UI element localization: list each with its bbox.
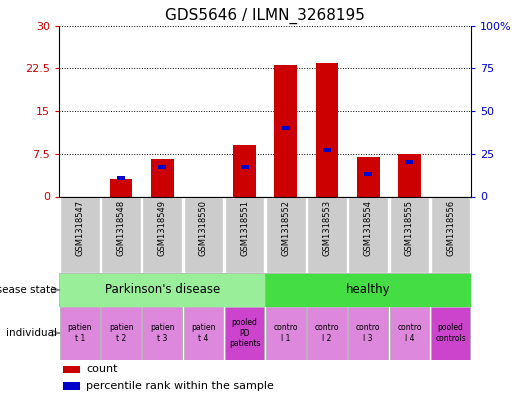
Bar: [158, 165, 166, 169]
Bar: [101, 307, 141, 360]
Bar: [431, 196, 470, 273]
Text: GSM1318554: GSM1318554: [364, 200, 373, 256]
Bar: [225, 196, 264, 273]
Text: patien
t 4: patien t 4: [191, 323, 216, 343]
Bar: [307, 196, 347, 273]
Bar: [59, 273, 265, 307]
Bar: [307, 307, 347, 360]
Bar: [60, 307, 99, 360]
Text: percentile rank within the sample: percentile rank within the sample: [86, 381, 274, 391]
Text: healthy: healthy: [346, 283, 390, 296]
Bar: [63, 382, 80, 390]
Bar: [405, 160, 414, 164]
Text: pooled
PD
patients: pooled PD patients: [229, 318, 261, 348]
Text: patien
t 3: patien t 3: [150, 323, 175, 343]
Bar: [316, 62, 338, 196]
Bar: [184, 307, 223, 360]
Bar: [110, 179, 132, 196]
Text: GSM1318553: GSM1318553: [322, 200, 332, 257]
Bar: [282, 126, 290, 130]
Text: GSM1318547: GSM1318547: [75, 200, 84, 257]
Text: GSM1318556: GSM1318556: [446, 200, 455, 257]
Text: individual: individual: [6, 328, 57, 338]
Text: contro
l 4: contro l 4: [397, 323, 422, 343]
Text: GSM1318550: GSM1318550: [199, 200, 208, 256]
Bar: [63, 365, 80, 373]
Text: contro
l 2: contro l 2: [315, 323, 339, 343]
Text: Parkinson's disease: Parkinson's disease: [105, 283, 220, 296]
Bar: [390, 307, 429, 360]
Bar: [398, 154, 421, 196]
Text: disease state: disease state: [0, 285, 57, 295]
Bar: [390, 196, 429, 273]
Text: count: count: [86, 364, 117, 374]
Bar: [143, 307, 182, 360]
Text: patien
t 1: patien t 1: [67, 323, 92, 343]
Bar: [323, 148, 331, 152]
Text: GSM1318551: GSM1318551: [240, 200, 249, 256]
Title: GDS5646 / ILMN_3268195: GDS5646 / ILMN_3268195: [165, 8, 365, 24]
Bar: [60, 196, 99, 273]
Bar: [266, 196, 305, 273]
Bar: [151, 160, 174, 196]
Bar: [184, 196, 223, 273]
Text: contro
l 1: contro l 1: [273, 323, 298, 343]
Bar: [364, 172, 372, 176]
Text: GSM1318555: GSM1318555: [405, 200, 414, 256]
Text: pooled
controls: pooled controls: [435, 323, 466, 343]
Bar: [101, 196, 141, 273]
Bar: [233, 145, 256, 196]
Bar: [117, 176, 125, 180]
Text: GSM1318552: GSM1318552: [281, 200, 290, 256]
Bar: [266, 307, 305, 360]
Bar: [265, 273, 471, 307]
Bar: [431, 307, 470, 360]
Text: contro
l 3: contro l 3: [356, 323, 381, 343]
Bar: [349, 196, 388, 273]
Bar: [241, 165, 249, 169]
Text: patien
t 2: patien t 2: [109, 323, 133, 343]
Text: GSM1318549: GSM1318549: [158, 200, 167, 256]
Bar: [143, 196, 182, 273]
Bar: [274, 65, 297, 196]
Text: GSM1318548: GSM1318548: [116, 200, 126, 257]
Bar: [225, 307, 264, 360]
Bar: [357, 156, 380, 196]
Bar: [349, 307, 388, 360]
